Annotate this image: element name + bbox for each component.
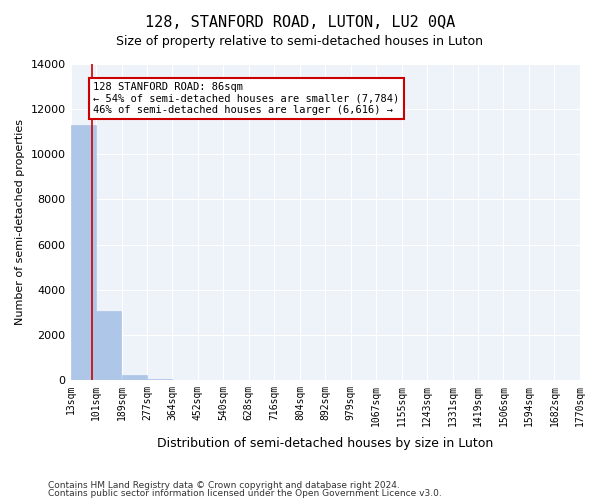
Text: Contains public sector information licensed under the Open Government Licence v3: Contains public sector information licen… [48,488,442,498]
Bar [148,379,172,380]
Text: 128 STANFORD ROAD: 86sqm
← 54% of semi-detached houses are smaller (7,784)
46% o: 128 STANFORD ROAD: 86sqm ← 54% of semi-d… [93,82,400,116]
Bar [71,125,96,380]
Text: 128, STANFORD ROAD, LUTON, LU2 0QA: 128, STANFORD ROAD, LUTON, LU2 0QA [145,15,455,30]
Text: Contains HM Land Registry data © Crown copyright and database right 2024.: Contains HM Land Registry data © Crown c… [48,481,400,490]
Text: Size of property relative to semi-detached houses in Luton: Size of property relative to semi-detach… [116,35,484,48]
Bar [97,311,121,380]
Y-axis label: Number of semi-detached properties: Number of semi-detached properties [15,119,25,325]
Bar [122,376,147,380]
X-axis label: Distribution of semi-detached houses by size in Luton: Distribution of semi-detached houses by … [157,437,493,450]
